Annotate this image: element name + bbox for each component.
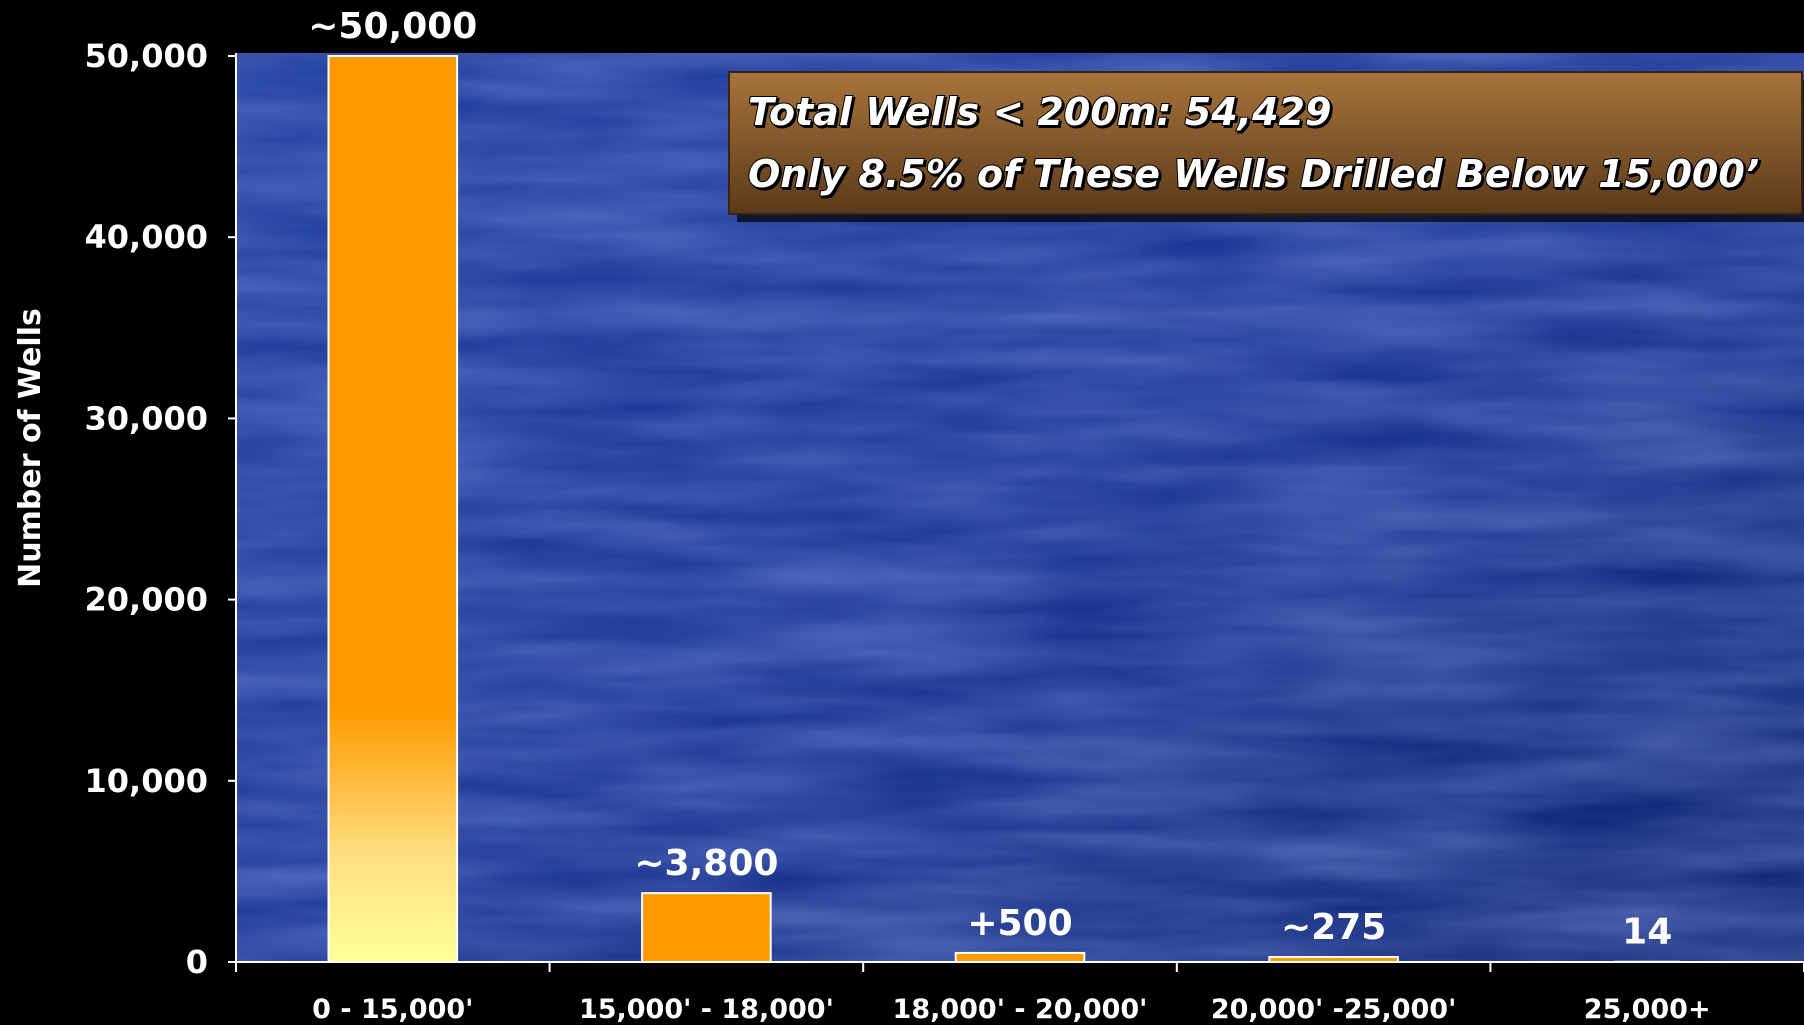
value-label: ~50,000 [308,6,477,47]
y-axis-label: Number of Wells [13,308,48,588]
annotation-box [728,71,1804,222]
y-tick-label: 40,000 [85,218,208,256]
value-label: ~275 [1281,907,1386,948]
y-tick-label: 10,000 [85,762,208,800]
y-tick-label: 50,000 [85,37,208,75]
y-tick-label: 20,000 [85,581,208,619]
bar [954,951,1086,964]
bar [327,55,459,963]
x-tick-label: 15,000' - 18,000' [579,994,834,1025]
x-tick-label: 0 - 15,000' [312,994,473,1025]
annotation-text: Only 8.5% of These Wells Drilled Below 1… [748,152,1759,196]
bar [641,892,772,963]
bar [1268,956,1399,964]
value-label: 14 [1622,912,1672,953]
annotation-background [728,71,1803,215]
value-label: +500 [967,903,1072,944]
x-tick-label: 18,000' - 20,000' [893,994,1148,1025]
y-tick-label: 0 [186,943,208,981]
x-tick-label: 25,000+ [1584,994,1711,1025]
x-tick-label: 20,000' -25,000' [1211,994,1457,1025]
y-tick-label: 30,000 [85,399,208,437]
value-label: ~3,800 [634,843,778,884]
annotation-text: Total Wells < 200m: 54,429 [748,90,1331,134]
